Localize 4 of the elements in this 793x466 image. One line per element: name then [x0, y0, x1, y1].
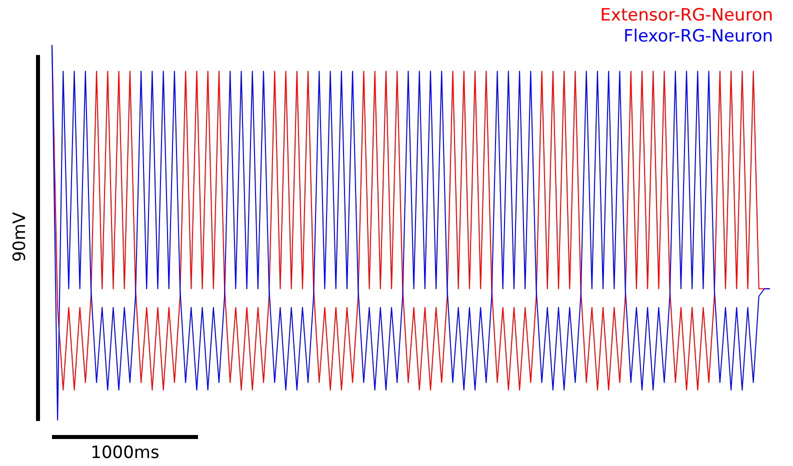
- series-label: Flexor-RG-Neuron: [624, 26, 773, 46]
- x-axis-title: 1000ms: [90, 443, 160, 463]
- text: Extensor-RG-Neuron: [600, 6, 773, 26]
- y-axis-title: 90mV: [10, 212, 30, 262]
